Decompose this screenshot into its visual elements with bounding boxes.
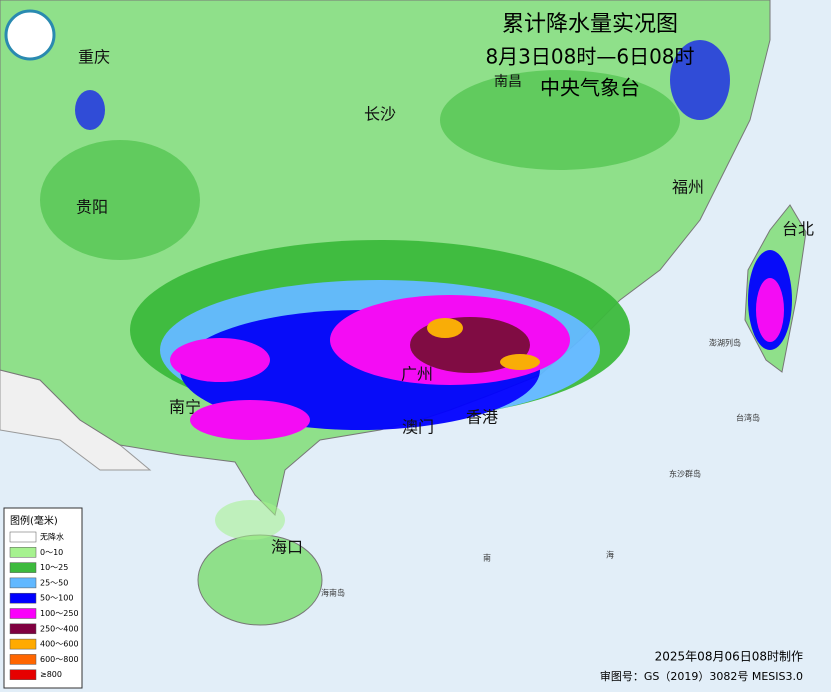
- approval: 审图号：GS（2019）3082号 MESIS3.0: [600, 669, 803, 683]
- legend-title: 图例(毫米): [10, 514, 58, 527]
- legend-swatch: [9, 638, 37, 650]
- legend-label: 50～100: [40, 594, 73, 603]
- city: 南宁: [169, 398, 201, 417]
- legend-swatch: [9, 592, 37, 604]
- legend-label: ≥800: [40, 670, 62, 679]
- rainfall: [40, 40, 792, 540]
- hainan: [197, 534, 323, 626]
- city: 海口: [271, 538, 303, 557]
- legend-label: 25～50: [40, 578, 68, 587]
- legend-label: 10～25: [40, 563, 68, 572]
- legend-swatch: [9, 608, 37, 619]
- place-labels: 澎湖列岛 台湾岛 东沙群岛 海南岛 南 海: [321, 338, 760, 598]
- legend-swatch: [9, 562, 37, 573]
- city: 南昌: [494, 74, 522, 90]
- made-time: 2025年08月06日08时制作: [655, 650, 803, 664]
- legend-label: 100～250: [40, 609, 79, 618]
- place: 海南岛: [321, 588, 345, 598]
- place: 澎湖列岛: [709, 338, 741, 348]
- legend-label: 600～800: [40, 655, 79, 664]
- publisher: 中央气象台: [540, 76, 640, 100]
- legend-swatch: [9, 531, 37, 543]
- legend-swatch: [9, 547, 37, 558]
- place: 东沙群岛: [669, 469, 701, 479]
- legend-label: 无降水: [40, 532, 64, 542]
- city: 澳门: [402, 418, 434, 437]
- legend-label: 0～10: [40, 548, 63, 557]
- legend: 图例(毫米) 无降水 0～10 10～25 25～50 50～100 100～250 250…: [3, 507, 83, 689]
- city: 贵阳: [76, 198, 108, 217]
- place: 海: [606, 550, 614, 560]
- title: 累计降水量实况图: [502, 12, 678, 37]
- legend-swatch: [9, 669, 37, 680]
- legend-label: 250～400: [40, 624, 79, 633]
- city: 广州: [401, 365, 433, 384]
- city: 台北: [782, 220, 814, 239]
- city: 香港: [466, 408, 498, 427]
- subtitle: 8月3日08时—6日08时: [485, 45, 694, 69]
- place: 南: [483, 553, 491, 563]
- legend-label: 400～600: [40, 640, 79, 649]
- logo: [4, 9, 56, 61]
- place: 台湾岛: [736, 413, 760, 423]
- legend-swatch: [9, 654, 37, 665]
- legend-swatch: [9, 577, 37, 589]
- city: 福州: [672, 178, 704, 197]
- legend-swatch: [9, 623, 37, 635]
- city-labels: 重庆 长沙 南昌 福州 台北 贵阳 南宁 广州 澳门 香港 海口: [76, 48, 814, 557]
- city: 重庆: [78, 48, 110, 67]
- city: 长沙: [364, 105, 396, 124]
